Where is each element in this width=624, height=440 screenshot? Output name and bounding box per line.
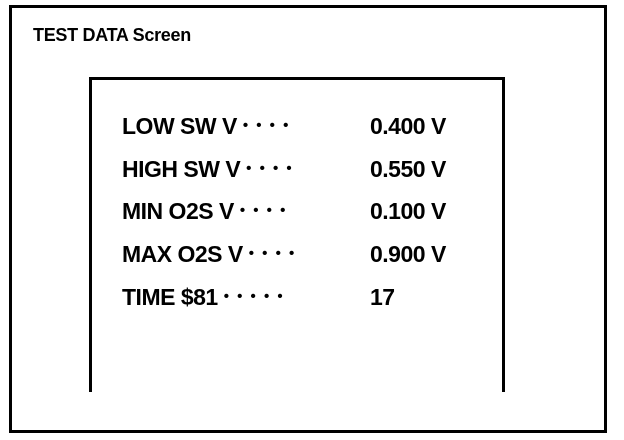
leader-dots: • • • • • <box>223 288 285 306</box>
row-label: MAX O2S V <box>122 241 243 267</box>
row-value: 0.900 V <box>370 241 446 267</box>
leader-dots: • • • • <box>239 202 288 220</box>
row-value: 0.100 V <box>370 198 446 224</box>
row-label: LOW SW V <box>122 113 237 139</box>
leader-dots: • • • • <box>242 117 291 135</box>
data-row-max-o2s-v: MAX O2S V • • • • <box>122 241 296 268</box>
data-row-high-sw-v: HIGH SW V • • • • <box>122 156 294 183</box>
row-label: MIN O2S V <box>122 198 234 224</box>
row-value: 0.400 V <box>370 113 446 139</box>
screen-frame <box>9 5 607 433</box>
data-panel <box>89 77 505 392</box>
data-row-min-o2s-v: MIN O2S V • • • • <box>122 198 287 225</box>
leader-dots: • • • • <box>246 160 294 178</box>
data-row-low-sw-v: LOW SW V • • • • <box>122 113 290 140</box>
data-row-time-81: TIME $81 • • • • • <box>122 284 285 311</box>
row-value: 17 <box>370 284 395 310</box>
screen-title: TEST DATA Screen <box>33 25 191 45</box>
row-label: TIME $81 <box>122 284 218 310</box>
row-value: 0.550 V <box>370 156 446 182</box>
row-label: HIGH SW V <box>122 156 241 182</box>
leader-dots: • • • • <box>248 245 297 263</box>
